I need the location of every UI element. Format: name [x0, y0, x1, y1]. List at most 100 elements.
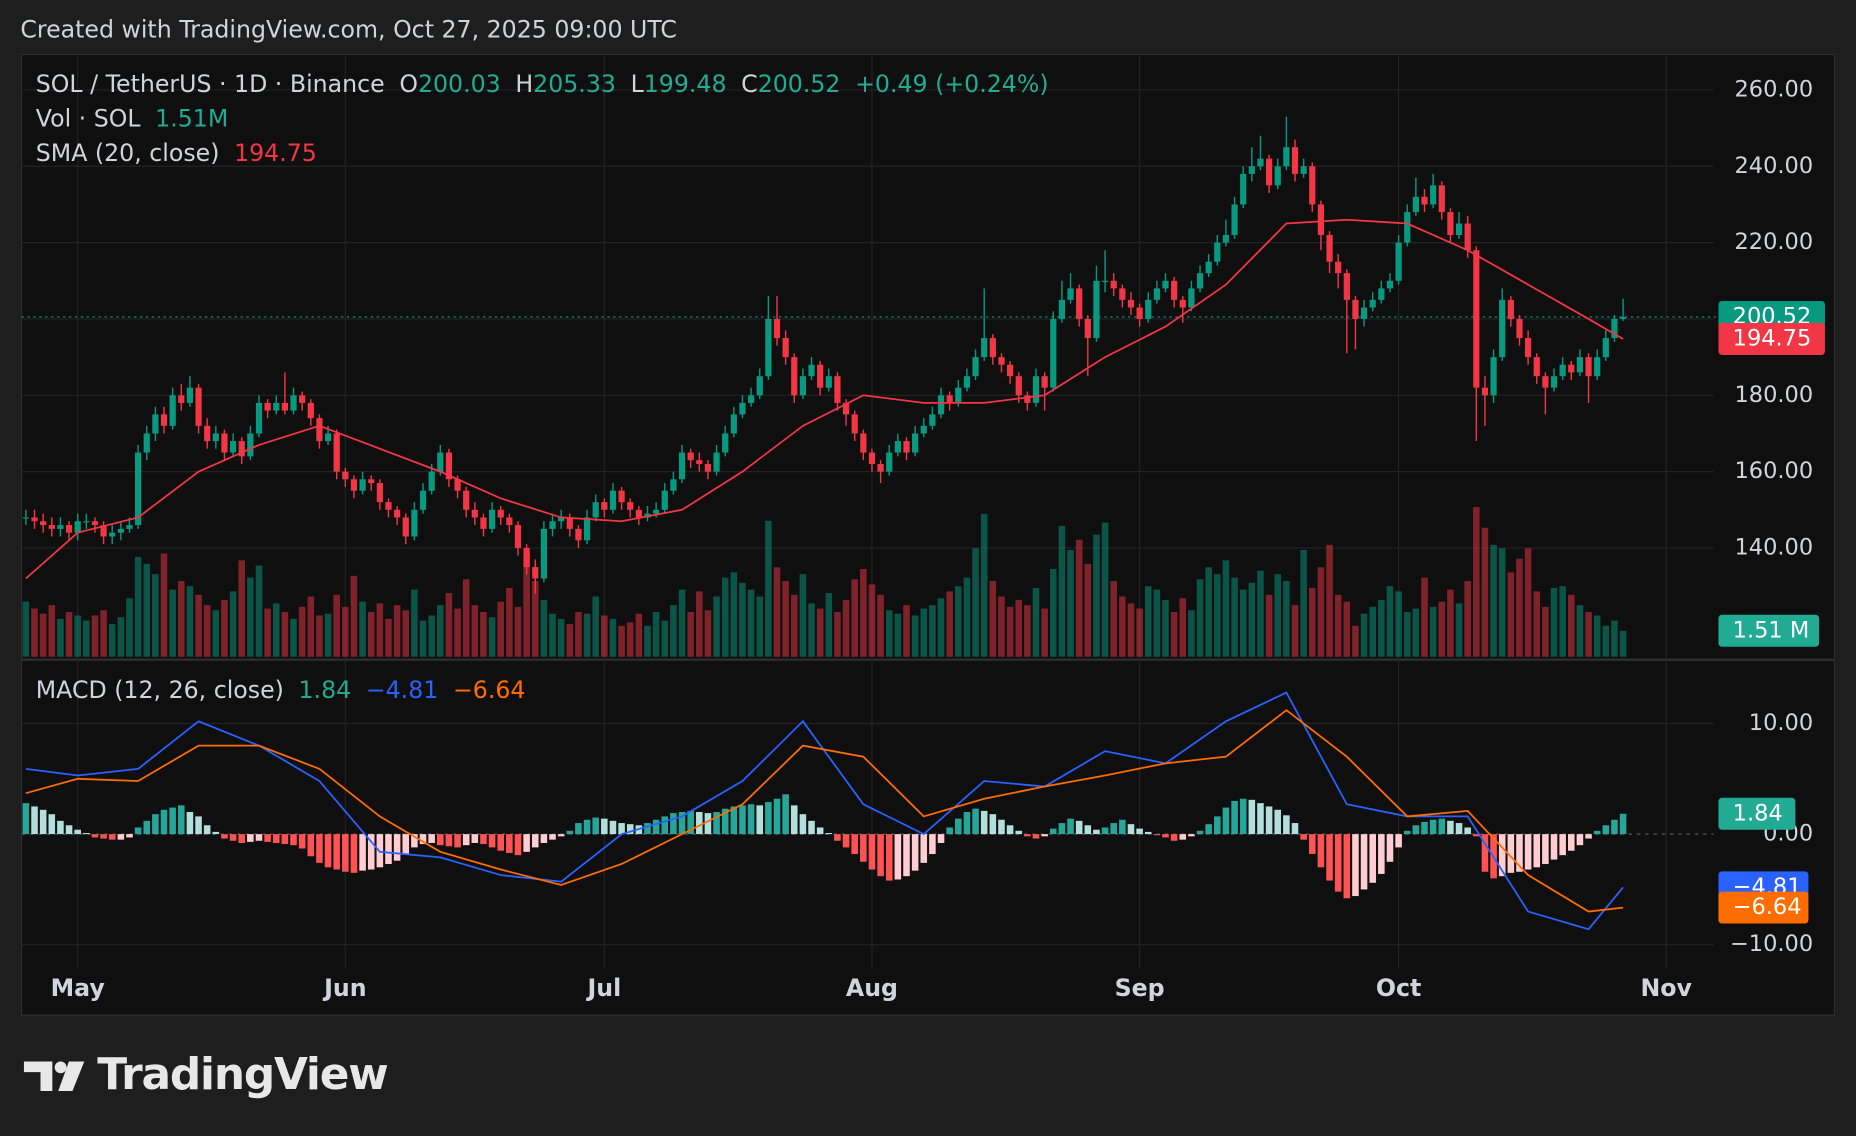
candle-body — [1507, 299, 1514, 319]
histogram-bar — [1611, 819, 1618, 835]
volume-bar — [393, 605, 401, 657]
x-tick-label: Aug — [846, 974, 898, 1002]
candle-body — [1360, 307, 1368, 319]
volume-bar — [1326, 544, 1333, 657]
candle-body — [549, 521, 556, 529]
histogram-bar — [1136, 828, 1143, 835]
macd-name: MACD (12, 26, close) — [36, 676, 284, 704]
histogram-bar — [39, 809, 47, 835]
candle-body — [1542, 376, 1549, 388]
histogram-bar — [281, 834, 289, 845]
histogram-bar — [506, 834, 513, 853]
volume-bar — [549, 613, 556, 657]
candle-body — [532, 567, 539, 579]
volume-bar — [989, 581, 997, 657]
candle-body — [920, 425, 927, 434]
histogram-bar — [316, 834, 323, 863]
volume-bar — [411, 589, 418, 657]
x-tick-label: Jul — [585, 974, 621, 1002]
candle-body — [747, 395, 755, 403]
candle-body — [1473, 250, 1480, 388]
histogram-bar — [367, 834, 375, 870]
volume-bar — [1619, 630, 1627, 657]
x-tick-label: May — [51, 974, 105, 1002]
histogram-bar — [747, 804, 755, 835]
candle-body — [342, 471, 349, 480]
histogram-bar — [298, 834, 306, 849]
candle-body — [368, 479, 375, 484]
candle-body — [1257, 158, 1264, 167]
volume-bar — [1516, 558, 1523, 657]
histogram-bar — [1343, 834, 1351, 899]
volume-bar — [1283, 581, 1290, 657]
volume-bar — [1611, 620, 1618, 657]
histogram-bar — [955, 818, 962, 835]
histogram-bar — [143, 820, 151, 835]
histogram-bar — [601, 818, 608, 835]
candle-body — [1421, 196, 1428, 205]
histogram-bar — [704, 813, 712, 835]
candle-body — [1550, 376, 1558, 388]
legend-macd: MACD (12, 26, close) 1.84 −4.81 −6.64 — [36, 676, 526, 704]
histogram-bar — [678, 811, 686, 835]
brand: TradingView — [97, 1049, 387, 1100]
volume-bar — [635, 613, 643, 657]
volume-bar — [203, 605, 211, 657]
histogram-bar — [488, 834, 496, 848]
volume-bar — [1559, 586, 1566, 657]
candle-body — [989, 338, 996, 358]
histogram-bar — [1317, 834, 1325, 868]
volume-bar — [1421, 577, 1428, 657]
histogram-bar — [1162, 834, 1169, 838]
candle-body — [1015, 376, 1022, 396]
sma-line — [25, 218, 1624, 580]
histogram-bar — [1326, 834, 1333, 881]
candle-body — [1248, 166, 1255, 174]
volume-bar — [506, 587, 513, 657]
histogram-bar — [1378, 834, 1385, 874]
volume-bar — [437, 605, 444, 657]
histogram-bar — [411, 834, 418, 848]
volume-bar — [1602, 625, 1610, 657]
y-tick-label: 220.00 — [1735, 229, 1814, 255]
volume-bar — [1429, 606, 1437, 657]
histogram-bar — [1421, 821, 1428, 835]
histogram-bar — [816, 827, 824, 835]
volume-bar — [739, 582, 746, 657]
volume-bar — [644, 625, 651, 657]
volume-bar — [1308, 587, 1316, 657]
volume-label: 1.51 M — [1733, 617, 1810, 643]
histogram-bar — [22, 803, 30, 835]
volume-bar — [721, 577, 729, 657]
histogram-bar — [419, 834, 427, 845]
volume-bar — [1533, 591, 1541, 657]
candle-body — [1222, 234, 1230, 243]
candle-body — [169, 395, 176, 426]
candle-body — [152, 414, 159, 434]
volume-bar — [860, 568, 867, 657]
candle-body — [730, 414, 737, 434]
histogram-bar — [1119, 819, 1126, 835]
candle-body — [1032, 376, 1040, 403]
volume-bar — [566, 624, 574, 657]
volume-bar — [126, 598, 133, 657]
macd-line — [25, 691, 1624, 931]
candle-body — [1196, 273, 1204, 289]
histogram-bar — [583, 819, 591, 835]
candle-body — [687, 452, 694, 461]
volume-bar — [65, 612, 73, 657]
histogram-bar — [1403, 830, 1411, 835]
histogram-bar — [514, 834, 522, 856]
histogram-bar — [169, 807, 176, 835]
candle-body — [1619, 316, 1627, 319]
sma-name: SMA (20, close) — [36, 138, 220, 166]
volume-box — [1718, 614, 1820, 647]
volume-bar — [247, 577, 254, 657]
ohlc-letter: H — [515, 70, 533, 98]
candle-body — [359, 479, 366, 491]
signal-label: −6.64 — [1733, 894, 1802, 920]
volume-bar — [1464, 581, 1471, 657]
volume-bar — [868, 584, 876, 657]
candle-body — [48, 525, 55, 529]
macd-tick-label: −10.00 — [1730, 931, 1813, 957]
